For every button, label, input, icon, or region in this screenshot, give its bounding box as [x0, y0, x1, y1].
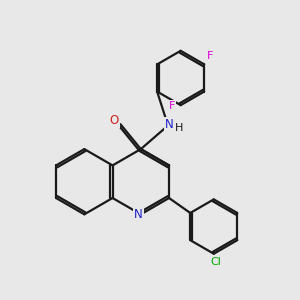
Text: F: F — [168, 101, 175, 111]
Text: O: O — [110, 114, 119, 127]
Text: N: N — [164, 118, 173, 131]
Text: N: N — [134, 208, 143, 221]
Text: F: F — [206, 51, 213, 61]
Text: Cl: Cl — [211, 257, 221, 267]
Text: H: H — [175, 123, 184, 133]
